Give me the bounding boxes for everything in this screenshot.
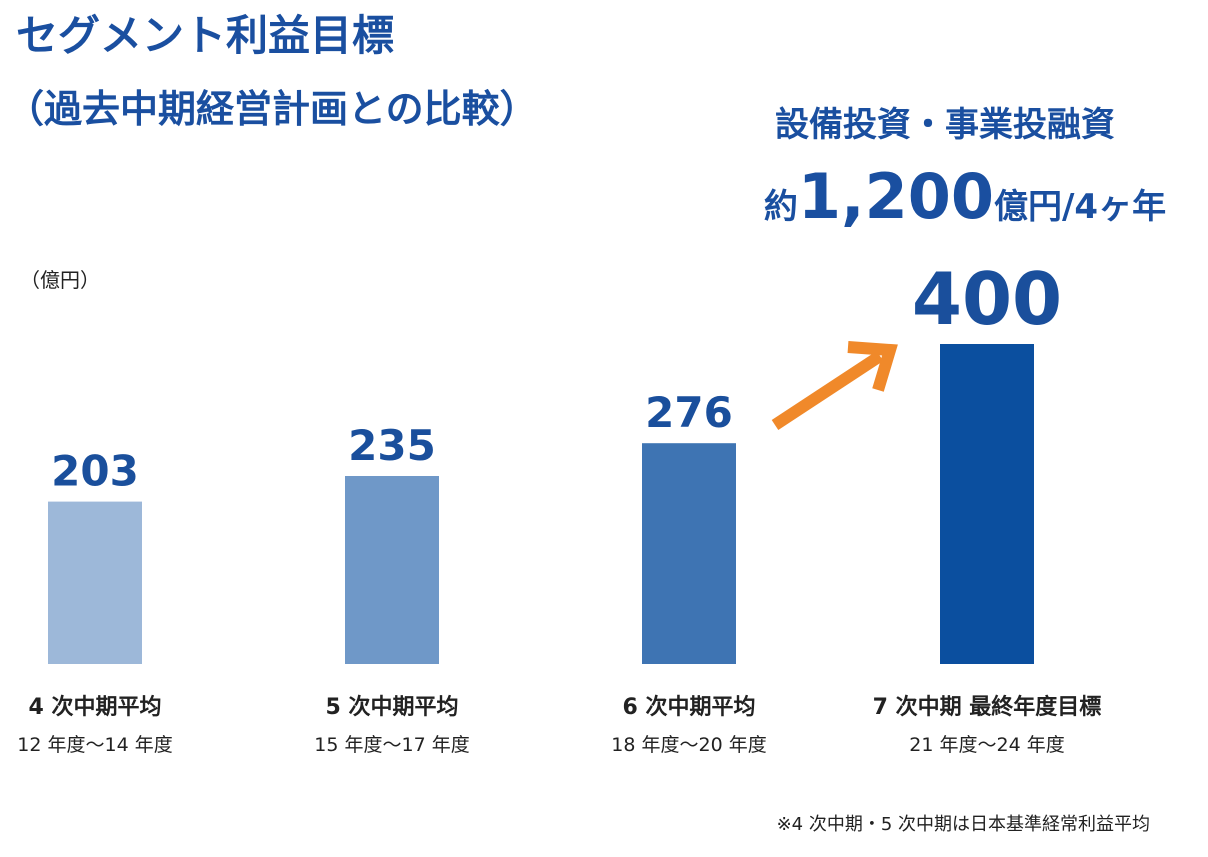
x-tick-label: 4 次中期平均 [29,694,162,720]
callout-amount: 約1,200億円/4ヶ年 [764,160,1166,233]
bar [642,443,736,664]
x-tick-label: 6 次中期平均 [623,694,756,720]
value-label: 400 [912,257,1062,341]
x-tick-label: 7 次中期 最終年度目標 [873,694,1102,720]
trend-arrow [771,341,898,431]
period-label: 15 年度〜17 年度 [314,734,469,756]
period-label: 18 年度〜20 年度 [611,734,766,756]
period-label: 12 年度〜14 年度 [17,734,172,756]
unit-label: （億円） [20,268,100,292]
callout-heading: 設備投資・事業投融資 [775,105,1115,145]
callout-number: 1,200 [798,160,994,233]
chart-title: セグメント利益目標 [16,11,394,60]
x-tick-label: 5 次中期平均 [326,694,459,720]
bar [48,501,142,664]
value-label: 235 [348,421,436,470]
callout-suffix: 億円/4ヶ年 [994,187,1166,227]
period-label: 21 年度〜24 年度 [909,734,1064,756]
bar [345,476,439,664]
value-label: 276 [645,388,733,437]
arrow-head [847,341,898,392]
chart-subtitle: （過去中期経営計画との比較） [6,87,538,131]
arrow-shaft [771,350,884,431]
value-label: 203 [51,447,139,496]
footnote: ※4 次中期・5 次中期は日本基準経常利益平均 [777,814,1150,835]
bar [940,344,1034,664]
callout-prefix: 約 [764,187,798,227]
